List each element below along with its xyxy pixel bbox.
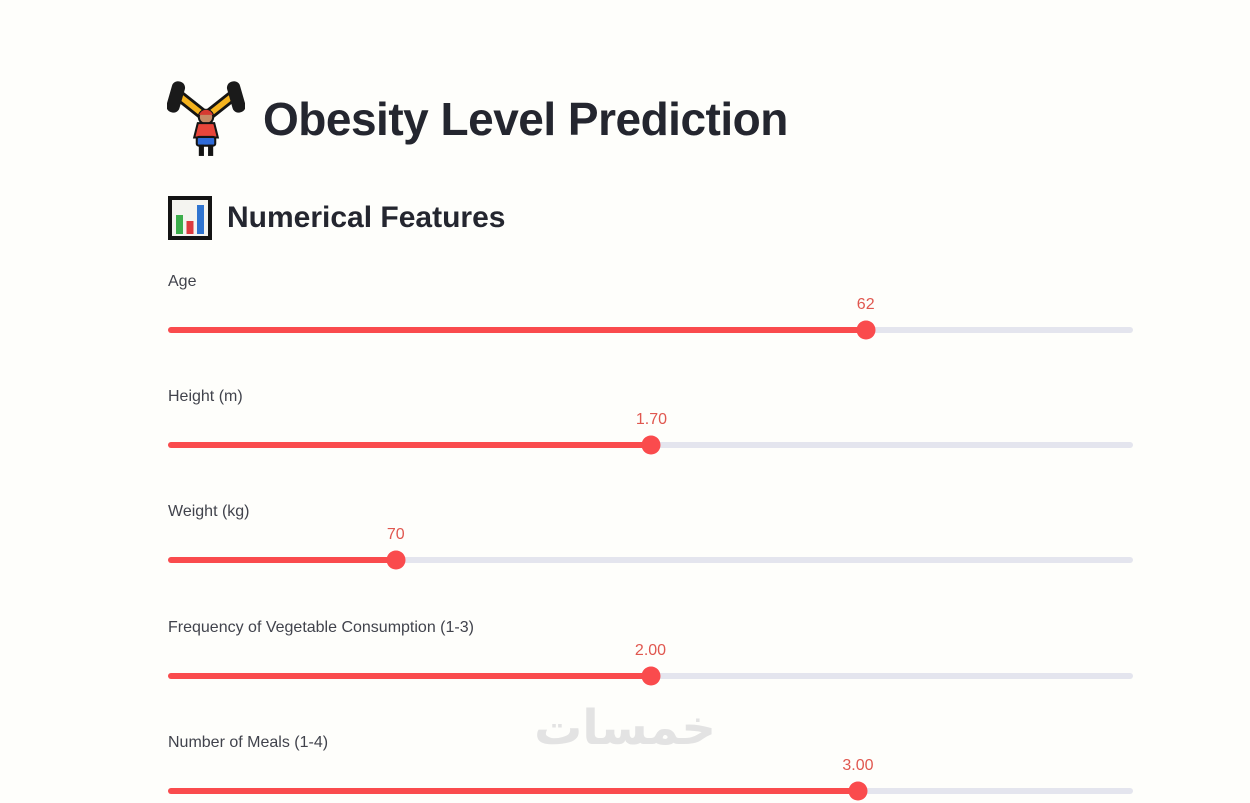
slider-value: 3.00 <box>842 757 874 774</box>
slider-thumb[interactable] <box>641 435 661 455</box>
slider-track[interactable] <box>168 666 1133 686</box>
bar-chart-icon <box>168 196 212 240</box>
slider-track[interactable] <box>168 320 1133 340</box>
slider-track[interactable] <box>168 435 1133 455</box>
slider-value: 70 <box>386 526 405 543</box>
slider-thumb[interactable] <box>856 320 876 340</box>
slider-height: Height (m) 1.70 <box>168 387 1133 457</box>
slider-value: 2.00 <box>634 642 667 659</box>
weightlifter-icon <box>166 80 246 158</box>
slider-track[interactable] <box>168 781 1133 801</box>
slider-value: 62 <box>856 296 875 313</box>
slider-fill <box>168 557 396 563</box>
slider-label: Frequency of Vegetable Consumption (1-3) <box>168 619 474 636</box>
slider-fill <box>168 788 858 794</box>
slider-value: 1.70 <box>635 411 668 428</box>
slider-weight: Weight (kg) 70 <box>168 502 1133 572</box>
slider-vegetable-consumption: Frequency of Vegetable Consumption (1-3)… <box>168 618 1133 688</box>
section-header-text: Numerical Features <box>227 201 506 234</box>
slider-age: Age 62 <box>168 272 1133 342</box>
slider-fill <box>168 673 651 679</box>
app-page: Obesity Level Prediction Numerical Featu… <box>166 80 1133 801</box>
slider-thumb[interactable] <box>386 550 406 570</box>
slider-track[interactable] <box>168 550 1133 570</box>
slider-label: Age <box>168 273 197 290</box>
slider-thumb[interactable] <box>641 666 660 686</box>
slider-number-of-meals: Number of Meals (1-4) 3.00 <box>168 733 1133 803</box>
slider-label: Weight (kg) <box>168 503 250 520</box>
page-title-text: Obesity Level Prediction <box>263 93 788 145</box>
slider-label: Height (m) <box>168 388 243 405</box>
section-header: Numerical Features <box>168 196 505 240</box>
slider-fill <box>168 442 652 448</box>
slider-label: Number of Meals (1-4) <box>168 734 329 751</box>
slider-thumb[interactable] <box>848 781 868 801</box>
slider-fill <box>168 327 866 333</box>
page-title: Obesity Level Prediction <box>166 80 788 158</box>
